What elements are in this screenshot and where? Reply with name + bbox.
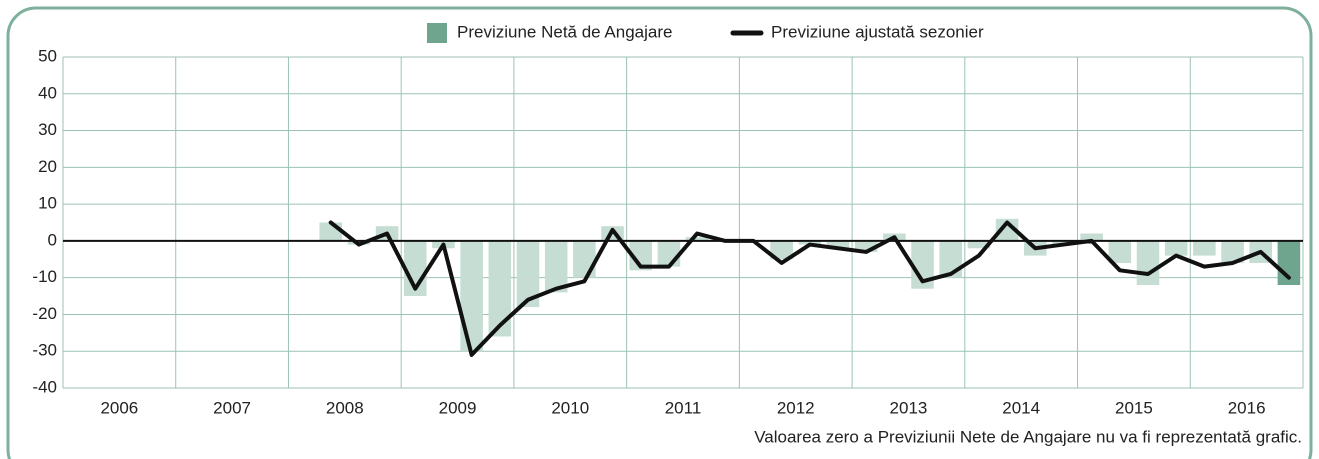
x-tick-label: 2013	[890, 398, 928, 417]
bar	[1164, 240, 1188, 256]
bar	[1136, 240, 1160, 286]
x-tick-label: 2012	[777, 398, 815, 417]
bar	[629, 240, 652, 271]
x-tick-label: 2009	[439, 398, 477, 417]
bar	[1221, 240, 1244, 263]
x-tick-label: 2008	[326, 398, 364, 417]
bar	[1108, 240, 1132, 263]
bar	[544, 240, 568, 293]
legend-label: Previziune ajustată sezonier	[771, 22, 984, 41]
x-tick-label: 2016	[1228, 398, 1266, 417]
bar	[770, 240, 793, 260]
x-tick-label: 2014	[1002, 398, 1040, 417]
y-tick-label: -20	[32, 304, 57, 323]
y-tick-label: 20	[38, 157, 57, 176]
bar	[488, 240, 512, 337]
y-tick-label: 50	[38, 46, 57, 65]
bar	[911, 240, 934, 289]
x-tick-label: 2010	[551, 398, 589, 417]
y-tick-label: -40	[32, 377, 57, 396]
x-tick-label: 2007	[213, 398, 251, 417]
frame	[6, 6, 1313, 459]
y-tick-label: 40	[38, 83, 57, 102]
bar	[460, 240, 483, 352]
y-tick-label: -10	[32, 267, 57, 286]
x-tick-label: 2015	[1115, 398, 1153, 417]
legend-swatch	[427, 23, 447, 43]
x-tick-label: 2011	[665, 398, 702, 417]
y-tick-label: -30	[32, 341, 57, 360]
bar	[854, 240, 878, 252]
footnote: Valoarea zero a Previziunii Nete de Anga…	[754, 427, 1302, 446]
x-tick-label: 2006	[100, 398, 138, 417]
bar	[1080, 233, 1103, 241]
bar	[516, 240, 540, 308]
bar	[826, 240, 850, 249]
bar	[995, 218, 1019, 241]
bar	[573, 240, 596, 278]
bar	[967, 240, 991, 249]
y-tick-label: 30	[38, 120, 57, 139]
bar	[657, 240, 681, 267]
y-tick-label: 10	[38, 194, 57, 213]
bar	[685, 237, 709, 241]
y-tick-label: 0	[48, 230, 57, 249]
bar	[1193, 240, 1216, 256]
bar	[319, 222, 342, 241]
line-series	[328, 220, 1291, 357]
legend-label: Previziune Netă de Angajare	[457, 22, 672, 41]
